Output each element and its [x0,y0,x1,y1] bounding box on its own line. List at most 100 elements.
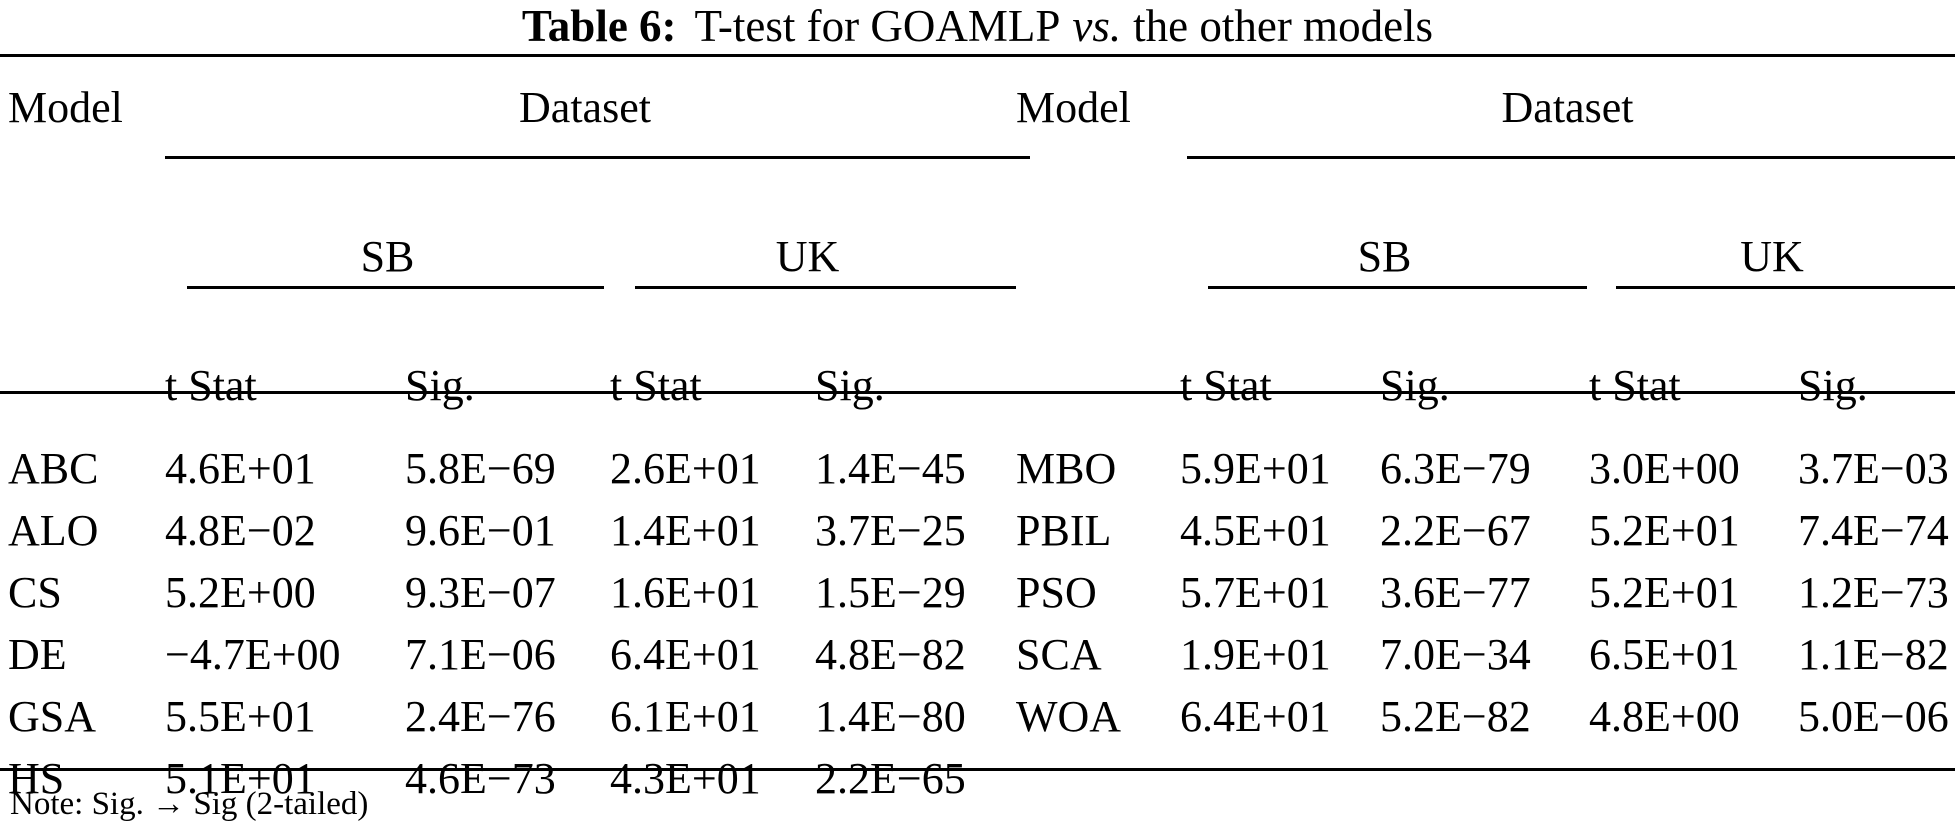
value-cell: 4.8E+00 [1589,691,1740,741]
tstat-header: t Stat [610,360,702,410]
model-header: Model [1016,83,1131,132]
value-cell: 6.4E+01 [610,629,761,679]
value-cell: 3.0E+00 [1589,443,1740,493]
value-cell: 5.9E+01 [1180,443,1331,493]
value-cell: 6.3E−79 [1380,443,1531,493]
sb-rule-left [187,286,604,289]
table-row: SCA 1.9E+01 7.0E−34 6.5E+01 1.1E−82 [1005,623,1955,685]
uk-header: UK [775,231,840,281]
sb-header: SB [360,231,415,281]
bottom-rule [0,768,1955,771]
model-cell: HS [8,753,65,803]
sb-header: SB [1357,231,1412,281]
value-cell: 5.2E−82 [1380,691,1531,741]
dataset-header: Dataset [519,83,651,132]
table-row: GSA 5.5E+01 2.4E−76 6.1E+01 1.4E−80 [0,685,1005,747]
value-cell: 1.4E−45 [815,443,966,493]
table-caption-text: T-test for GOAMLP [694,1,1061,51]
value-cell: 5.1E+01 [165,753,316,803]
tstat-header: t Stat [1180,360,1272,410]
value-cell: 5.0E−06 [1798,691,1949,741]
value-cell: 2.2E−65 [815,753,966,803]
value-cell: 7.1E−06 [405,629,556,679]
uk-rule-left [635,286,1016,289]
uk-rule-right [1616,286,1955,289]
table-caption: Table 6: T-test for GOAMLP vs. the other… [0,0,1955,52]
top-rule [0,54,1955,57]
model-cell: PSO [1016,567,1097,617]
header-rule [0,391,1955,394]
value-cell: 6.5E+01 [1589,629,1740,679]
table-caption-rest: the other models [1133,1,1434,51]
model-cell: DE [8,629,67,679]
dataset-rule-right [1187,156,1955,159]
uk-header: UK [1740,231,1804,281]
value-cell: 5.8E−69 [405,443,556,493]
table-row: HS 5.1E+01 4.6E−73 4.3E+01 2.2E−65 [0,747,1005,809]
model-cell: WOA [1016,691,1122,741]
value-cell: 5.2E+00 [165,567,316,617]
value-cell: 9.6E−01 [405,505,556,555]
table-row: ABC 4.6E+01 5.8E−69 2.6E+01 1.4E−45 [0,437,1005,499]
value-cell: 2.4E−76 [405,691,556,741]
value-cell: 4.6E+01 [165,443,316,493]
model-cell: PBIL [1016,505,1112,555]
table-row: WOA 6.4E+01 5.2E−82 4.8E+00 5.0E−06 [1005,685,1955,747]
table-row: PBIL 4.5E+01 2.2E−67 5.2E+01 7.4E−74 [1005,499,1955,561]
table-caption-label: Table 6: [521,1,677,51]
dataset-header: Dataset [1501,83,1634,132]
value-cell: 3.6E−77 [1380,567,1531,617]
right-table: Model Dataset SB UK t Stat Sig. t Stat S… [1005,56,1955,747]
table-caption-emphasis: vs. [1072,1,1122,51]
value-cell: 4.5E+01 [1180,505,1331,555]
model-cell: MBO [1016,443,1117,493]
tstat-header: t Stat [1589,360,1681,410]
value-cell: 6.1E+01 [610,691,761,741]
sig-header: Sig. [1798,360,1868,410]
left-table: Model Dataset SB UK t Stat Sig. t Stat S… [0,56,1005,809]
value-cell: 7.0E−34 [1380,629,1531,679]
value-cell: 1.4E+01 [610,505,761,555]
sig-header: Sig. [1380,360,1450,410]
value-cell: 3.7E−03 [1798,443,1949,493]
value-cell: 9.3E−07 [405,567,556,617]
value-cell: 1.5E−29 [815,567,966,617]
sig-header: Sig. [815,360,885,410]
model-cell: CS [8,567,62,617]
value-cell: −4.7E+00 [165,629,341,679]
table-row: ALO 4.8E−02 9.6E−01 1.4E+01 3.7E−25 [0,499,1005,561]
model-cell: GSA [8,691,97,741]
table-footnote: Note: Sig. → Sig (2-tailed) [10,786,369,822]
value-cell: 1.9E+01 [1180,629,1331,679]
value-cell: 4.3E+01 [610,753,761,803]
model-cell: ABC [8,443,99,493]
value-cell: 3.7E−25 [815,505,966,555]
sb-rule-right [1208,286,1587,289]
tstat-header: t Stat [165,360,257,410]
value-cell: 1.6E+01 [610,567,761,617]
model-cell: SCA [1016,629,1102,679]
value-cell: 2.2E−67 [1380,505,1531,555]
model-cell: ALO [8,505,99,555]
dataset-rule-left [165,156,1030,159]
value-cell: 6.4E+01 [1180,691,1331,741]
sig-header: Sig. [405,360,475,410]
value-cell: 7.4E−74 [1798,505,1949,555]
value-cell: 5.5E+01 [165,691,316,741]
value-cell: 4.8E−02 [165,505,316,555]
value-cell: 4.8E−82 [815,629,966,679]
value-cell: 5.2E+01 [1589,505,1740,555]
model-header: Model [8,83,123,132]
value-cell: 5.2E+01 [1589,567,1740,617]
table-row: CS 5.2E+00 9.3E−07 1.6E+01 1.5E−29 [0,561,1005,623]
value-cell: 1.2E−73 [1798,567,1949,617]
value-cell: 1.4E−80 [815,691,966,741]
value-cell: 5.7E+01 [1180,567,1331,617]
table-row: MBO 5.9E+01 6.3E−79 3.0E+00 3.7E−03 [1005,437,1955,499]
table-row: DE −4.7E+00 7.1E−06 6.4E+01 4.8E−82 [0,623,1005,685]
value-cell: 1.1E−82 [1798,629,1949,679]
value-cell: 2.6E+01 [610,443,761,493]
table-row: PSO 5.7E+01 3.6E−77 5.2E+01 1.2E−73 [1005,561,1955,623]
value-cell: 4.6E−73 [405,753,556,803]
